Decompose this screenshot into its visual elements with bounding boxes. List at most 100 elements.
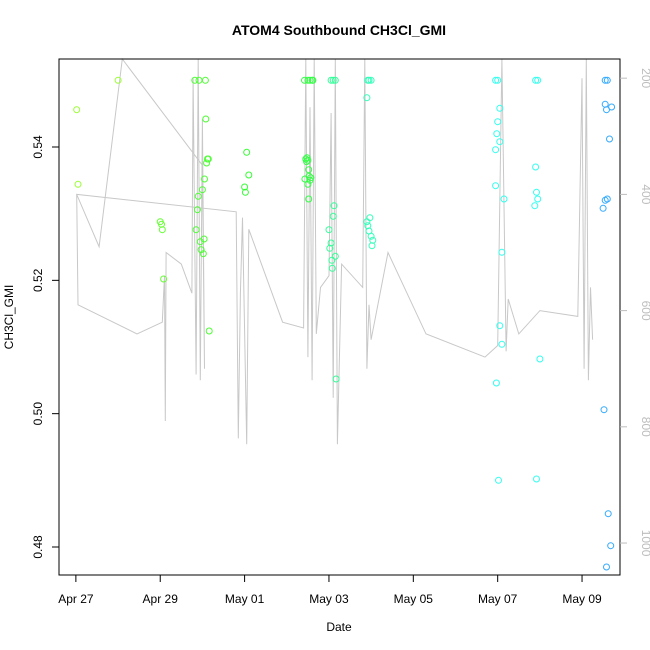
data-point xyxy=(245,171,253,179)
data-point xyxy=(195,76,203,84)
data-point xyxy=(201,175,208,183)
data-point xyxy=(369,236,377,244)
data-point xyxy=(303,158,311,166)
data-point xyxy=(199,250,207,258)
right-axis: 200 400 600 800 1000 xyxy=(620,68,650,557)
data-point xyxy=(304,180,312,188)
data-point xyxy=(305,166,313,174)
data-point xyxy=(203,159,211,167)
data-point xyxy=(325,226,333,234)
data-point xyxy=(606,135,613,143)
data-point xyxy=(192,226,200,234)
data-point xyxy=(367,232,375,240)
data-point xyxy=(363,94,371,102)
data-point xyxy=(329,76,337,84)
data-point xyxy=(301,175,309,183)
data-point xyxy=(494,76,502,84)
y-tick-label: 0.52 xyxy=(31,268,45,292)
data-point xyxy=(74,180,82,188)
data-point xyxy=(327,239,335,247)
y-tick-label: 0.48 xyxy=(31,535,45,559)
data-point xyxy=(204,155,212,163)
data-point xyxy=(205,327,213,335)
data-point xyxy=(604,510,612,518)
x-axis: Apr 27 Apr 29 May 01 May 03 May 05 May 07 May … xyxy=(58,574,602,606)
data-point xyxy=(368,242,376,250)
data-point xyxy=(328,264,336,272)
data-point xyxy=(191,76,199,84)
data-point xyxy=(160,275,168,283)
data-point xyxy=(492,379,500,387)
data-point xyxy=(241,183,249,191)
data-point xyxy=(365,76,373,84)
data-point xyxy=(305,195,313,203)
data-point xyxy=(532,163,540,171)
plot-area-frame xyxy=(58,58,621,576)
data-point xyxy=(498,340,506,348)
x-tick-label: May 09 xyxy=(562,592,602,606)
chart-title: ATOM4 Southbound CH3Cl_GMI xyxy=(232,22,446,38)
data-point xyxy=(599,204,607,212)
right-tick-label: 1000 xyxy=(639,530,650,557)
data-point xyxy=(492,146,500,154)
data-point xyxy=(500,195,508,203)
y-tick-label: 0.54 xyxy=(31,135,45,159)
data-point xyxy=(363,218,371,226)
pressure-layer xyxy=(75,57,594,445)
data-point xyxy=(304,156,312,164)
data-point xyxy=(328,256,336,264)
data-point xyxy=(364,222,372,230)
data-point xyxy=(492,182,500,190)
data-point xyxy=(496,138,504,146)
data-point xyxy=(603,76,611,84)
data-point xyxy=(309,76,317,84)
data-point xyxy=(492,76,500,84)
data-point xyxy=(330,202,338,210)
y-tick-label: 0.50 xyxy=(31,402,45,426)
right-tick-label: 800 xyxy=(639,417,650,437)
data-point xyxy=(601,76,609,84)
data-point xyxy=(202,115,210,123)
data-point xyxy=(200,235,208,243)
y-axis-label: CH3Cl_GMI xyxy=(2,285,16,350)
data-point xyxy=(158,226,166,234)
data-point xyxy=(493,130,501,138)
data-point xyxy=(533,188,540,196)
x-tick-label: Apr 27 xyxy=(58,592,94,606)
data-point xyxy=(367,76,375,84)
data-point xyxy=(194,192,202,200)
data-point xyxy=(331,252,339,260)
data-point xyxy=(498,248,506,256)
x-tick-label: May 05 xyxy=(394,592,434,606)
data-point xyxy=(241,188,249,196)
x-tick-label: Apr 29 xyxy=(143,592,179,606)
data-point xyxy=(243,148,251,156)
data-point xyxy=(603,195,611,203)
data-point xyxy=(496,322,504,330)
data-point xyxy=(494,118,502,126)
x-tick-label: May 07 xyxy=(478,592,518,606)
data-point xyxy=(304,76,312,84)
data-point xyxy=(114,76,122,84)
data-point xyxy=(193,206,201,214)
x-tick-label: May 01 xyxy=(225,592,265,606)
data-point xyxy=(531,202,539,210)
data-point xyxy=(332,375,340,383)
data-point xyxy=(73,106,81,114)
data-point xyxy=(496,104,504,112)
data-point xyxy=(306,76,314,84)
data-point xyxy=(607,542,615,550)
data-point xyxy=(201,76,209,84)
data-point xyxy=(608,103,616,111)
data-point xyxy=(331,76,339,84)
data-point xyxy=(495,476,502,484)
pressure-line xyxy=(75,57,594,445)
right-tick-label: 200 xyxy=(639,68,650,88)
data-point xyxy=(158,220,165,228)
data-point xyxy=(534,76,542,84)
data-point xyxy=(532,76,540,84)
data-point xyxy=(366,214,374,222)
x-axis-label: Date xyxy=(326,620,352,634)
data-point xyxy=(533,475,540,483)
